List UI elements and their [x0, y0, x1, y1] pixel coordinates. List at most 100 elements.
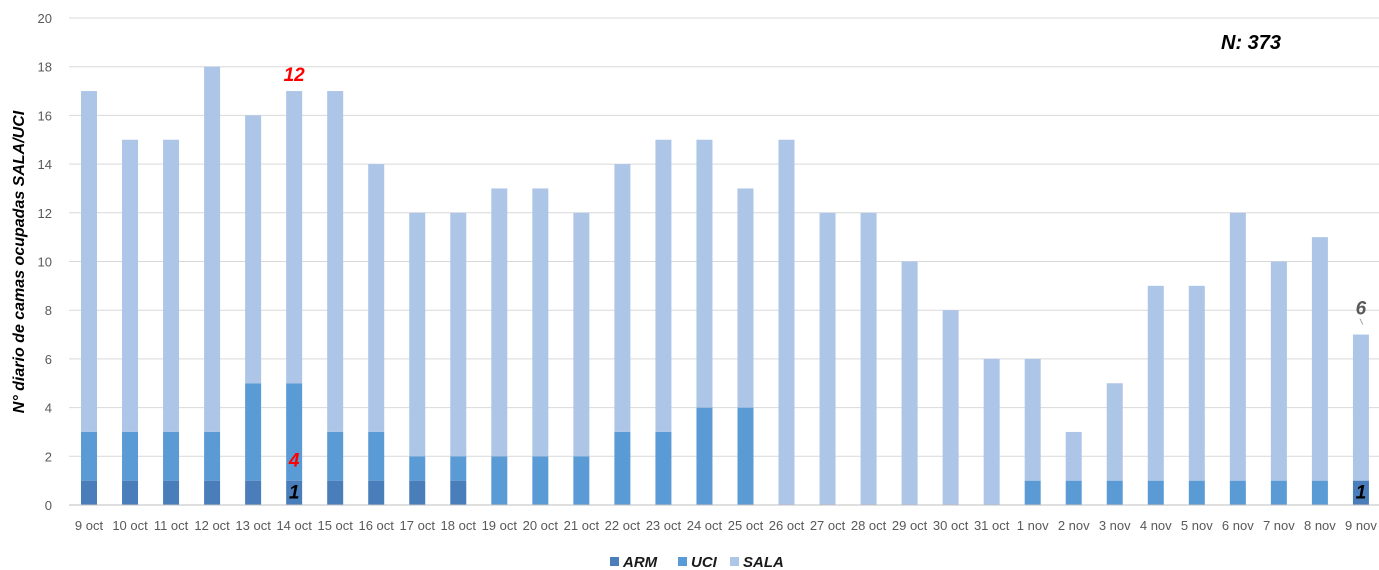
bar-sala: [1106, 383, 1123, 481]
x-tick-label: 8 nov: [1304, 518, 1336, 533]
bar-uci: [1106, 480, 1123, 505]
bar-sala: [778, 139, 795, 505]
bar-sala: [737, 188, 754, 408]
x-tick-label: 2 nov: [1058, 518, 1090, 533]
legend-swatch-sala: [730, 557, 739, 566]
gridlines: [69, 17, 1379, 457]
x-tick-label: 24 oct: [687, 518, 723, 533]
data-label: 1: [289, 483, 300, 504]
bar-uci: [696, 407, 713, 505]
y-tick-label: 16: [38, 108, 52, 123]
bar-arm: [81, 480, 97, 505]
bar-uci: [409, 456, 426, 481]
legend-label-arm: ARM: [622, 554, 658, 570]
x-tick-label: 31 oct: [974, 518, 1010, 533]
bar-arm: [204, 480, 221, 505]
bar-arm: [1352, 480, 1369, 505]
y-tick-label: 0: [45, 498, 52, 513]
bar-sala: [1065, 431, 1082, 481]
x-tick-label: 29 oct: [892, 518, 928, 533]
x-tick-label: 11 oct: [154, 518, 189, 533]
bar-uci: [655, 431, 672, 505]
x-tick-label: 4 nov: [1140, 518, 1172, 533]
bar-uci: [81, 431, 97, 481]
bar-uci: [491, 456, 508, 505]
y-tick-label: 8: [45, 303, 52, 318]
total-count-label: N: 373: [1221, 32, 1281, 54]
bar-uci: [327, 431, 344, 481]
data-label: 6: [1356, 299, 1367, 320]
legend-label-sala: SALA: [743, 554, 784, 570]
x-tick-label: 9 oct: [75, 518, 104, 533]
bar-sala: [901, 261, 918, 505]
bar-sala: [204, 66, 221, 432]
bar-sala: [983, 358, 1000, 505]
bar-arm: [122, 480, 139, 505]
y-tick-label: 14: [38, 157, 52, 172]
bar-sala: [327, 91, 344, 432]
x-tick-label: 5 nov: [1181, 518, 1213, 533]
x-tick-label: 19 oct: [482, 518, 518, 533]
bar-uci: [286, 383, 303, 481]
y-tick-label: 4: [45, 401, 52, 416]
bar-sala: [614, 164, 631, 432]
legend: ARM UCI SALA: [610, 554, 784, 570]
bar-uci: [1311, 480, 1328, 505]
bar-uci: [1229, 480, 1246, 505]
bar-uci: [450, 456, 467, 481]
y-tick-label: 20: [38, 11, 52, 26]
x-tick-label: 9 nov: [1345, 518, 1377, 533]
x-tick-label: 10 oct: [112, 518, 148, 533]
x-tick-label: 7 nov: [1263, 518, 1295, 533]
bar-sala: [1352, 334, 1369, 481]
bar-sala: [1311, 237, 1328, 481]
bar-uci: [737, 407, 754, 505]
x-tick-label: 25 oct: [728, 518, 764, 533]
bar-arm: [245, 480, 262, 505]
label-leader-line: [1359, 318, 1364, 325]
x-tick-label: 18 oct: [441, 518, 477, 533]
bar-uci: [122, 431, 139, 481]
bar-arm: [450, 480, 467, 505]
bar-sala: [286, 91, 303, 384]
bar-arm: [163, 480, 180, 505]
bar-sala: [819, 212, 836, 506]
bar-sala: [122, 139, 139, 432]
data-label: 12: [284, 65, 306, 86]
bar-arm: [286, 480, 303, 505]
data-label: 4: [288, 451, 300, 472]
bar-sala: [1188, 285, 1205, 481]
x-tick-label: 28 oct: [851, 518, 887, 533]
bar-sala: [409, 212, 426, 457]
x-tick-label: 1 nov: [1017, 518, 1049, 533]
bars: [81, 66, 1369, 506]
x-tick-label: 6 nov: [1222, 518, 1254, 533]
x-tick-label: 26 oct: [769, 518, 805, 533]
x-tick-label: 15 oct: [317, 518, 353, 533]
x-tick-label: 12 oct: [194, 518, 230, 533]
bar-uci: [368, 431, 385, 481]
bar-sala: [655, 139, 672, 432]
y-tick-label: 2: [45, 449, 52, 464]
bar-sala: [860, 212, 877, 506]
bar-sala: [163, 139, 180, 432]
bar-sala: [1270, 261, 1287, 481]
x-tick-label: 14 oct: [276, 518, 312, 533]
legend-swatch-arm: [610, 557, 619, 566]
y-axis-title: N° diario de camas ocupadas SALA/UCI: [11, 110, 28, 413]
bar-uci: [1270, 480, 1287, 505]
x-tick-label: 13 oct: [235, 518, 271, 533]
x-tick-label: 23 oct: [646, 518, 682, 533]
x-tick-label: 21 oct: [564, 518, 600, 533]
bar-uci: [614, 431, 631, 505]
bar-arm: [368, 480, 385, 505]
x-tick-label: 27 oct: [810, 518, 846, 533]
bar-arm: [409, 480, 426, 505]
y-tick-label: 18: [38, 60, 52, 75]
bar-uci: [245, 383, 262, 481]
x-tick-label: 16 oct: [358, 518, 394, 533]
bar-sala: [573, 212, 590, 457]
bar-uci: [532, 456, 549, 505]
